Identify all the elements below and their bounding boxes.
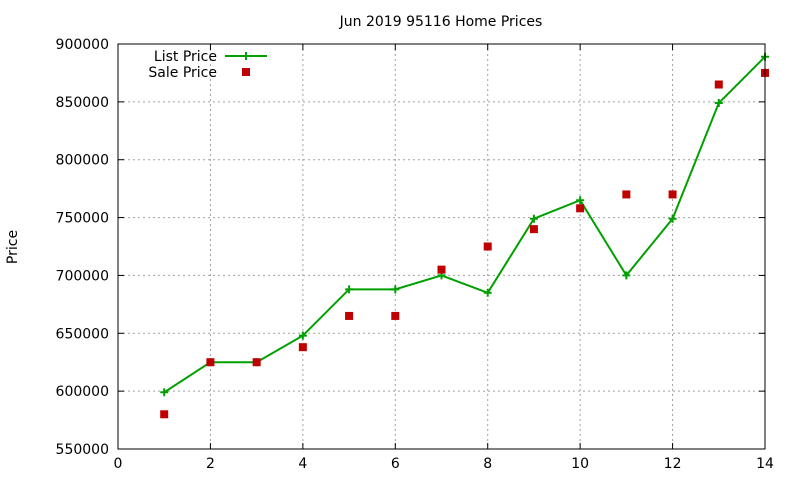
x-tick-label: 10 xyxy=(571,456,589,472)
chart-title: Jun 2019 95116 Home Prices xyxy=(339,14,543,30)
y-tick-label: 600000 xyxy=(56,384,109,400)
legend-label: Sale Price xyxy=(148,65,217,81)
sale-price-point xyxy=(206,358,215,367)
grid xyxy=(118,44,765,449)
sale-price-point xyxy=(298,343,307,352)
y-tick-label: 750000 xyxy=(56,211,109,227)
list-price-point xyxy=(622,271,631,280)
sale-price-point xyxy=(529,225,538,234)
sale-price-point xyxy=(437,265,446,274)
legend-square-marker xyxy=(242,68,250,76)
x-tick-label: 0 xyxy=(114,456,123,472)
legend-plus-marker xyxy=(242,52,250,60)
sale-price-point xyxy=(714,80,723,89)
list-price-point xyxy=(391,285,400,294)
y-tick-label: 550000 xyxy=(56,442,109,458)
y-tick-label: 850000 xyxy=(56,95,109,111)
x-tick-label: 2 xyxy=(206,456,215,472)
sale-price-point xyxy=(345,311,354,320)
x-tick-label: 4 xyxy=(298,456,307,472)
sale-price-point xyxy=(391,311,400,320)
series xyxy=(160,52,769,419)
sale-price-point xyxy=(576,204,585,213)
list-price-point xyxy=(345,285,354,294)
y-tick-label: 800000 xyxy=(56,153,109,169)
x-tick-label: 6 xyxy=(391,456,400,472)
sale-price-point xyxy=(252,358,261,367)
x-tick-label: 12 xyxy=(664,456,682,472)
list-price-point xyxy=(529,214,538,223)
plot-frame xyxy=(117,43,766,450)
x-tick-label: 8 xyxy=(483,456,492,472)
sale-price-point xyxy=(622,190,631,199)
y-tick-label: 700000 xyxy=(56,268,109,284)
list-price-point xyxy=(576,196,585,205)
y-tick-label: 650000 xyxy=(56,326,109,342)
sale-price-point xyxy=(483,242,492,251)
list-price-point xyxy=(714,99,723,108)
x-tick-label: 14 xyxy=(756,456,774,472)
list-price-point xyxy=(483,288,492,297)
legend-label: List Price xyxy=(154,49,217,65)
list-price-point xyxy=(668,214,677,223)
y-axis-label: Price xyxy=(5,230,21,264)
y-tick-label: 900000 xyxy=(56,37,109,53)
series-1 xyxy=(160,68,769,419)
sale-price-point xyxy=(668,190,677,199)
sale-price-point xyxy=(160,410,169,419)
list-price-line xyxy=(163,56,766,394)
series-0 xyxy=(160,52,769,397)
list-price-point xyxy=(298,331,307,340)
list-price-point xyxy=(160,388,169,397)
